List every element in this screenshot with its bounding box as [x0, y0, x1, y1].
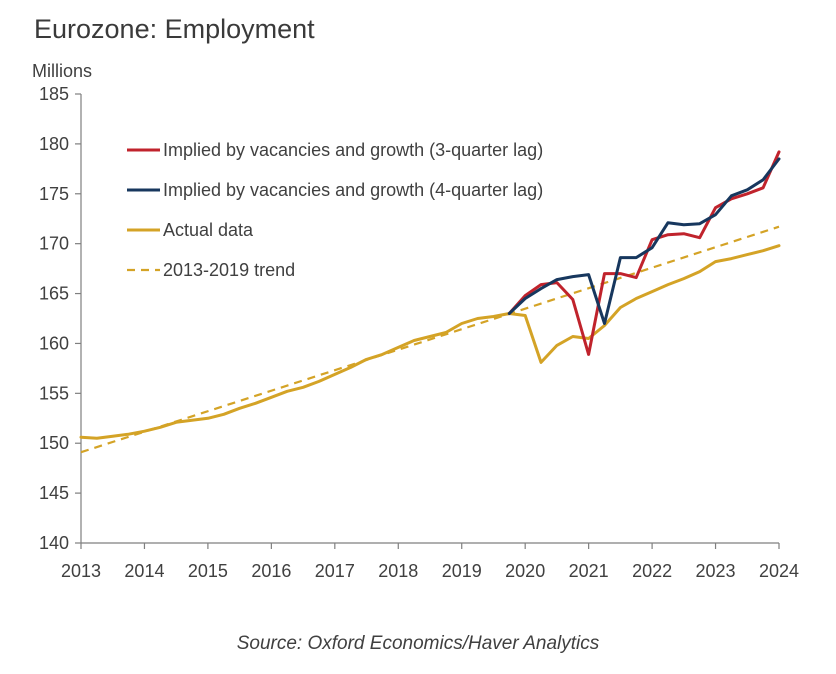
x-tick-label: 2019 — [442, 561, 482, 581]
y-tick-label: 185 — [39, 84, 69, 104]
x-tick-label: 2017 — [315, 561, 355, 581]
y-tick-label: 155 — [39, 383, 69, 403]
y-tick-label: 165 — [39, 284, 69, 304]
series-line-implied-by-vacancies-and-growth-4-quarter-lag — [507, 157, 781, 325]
source-note: Source: Oxford Economics/Haver Analytics — [236, 633, 600, 654]
y-tick-label: 160 — [39, 333, 69, 353]
legend-label-implied-by-vacancies-and-growth-3-quarter-lag: Implied by vacancies and growth (3-quart… — [163, 140, 543, 160]
series-line-2013-2019-trend — [80, 225, 780, 454]
legend-label-actual-data: Actual data — [163, 220, 254, 240]
y-tick-label: 145 — [39, 483, 69, 503]
legend: Implied by vacancies and growth (3-quart… — [127, 140, 543, 280]
x-tick-label: 2015 — [188, 561, 228, 581]
x-tick-label: 2014 — [124, 561, 164, 581]
legend-label-2013-2019-trend: 2013-2019 trend — [163, 260, 295, 280]
series-line-actual-data — [79, 244, 781, 440]
x-tick-label: 2020 — [505, 561, 545, 581]
x-tick-label: 2016 — [251, 561, 291, 581]
y-tick-label: 150 — [39, 433, 69, 453]
y-tick-label: 170 — [39, 234, 69, 254]
axes: 140 145 150 155 160 165 170 175 180 185 2013 2014 20… — [39, 84, 799, 581]
series-line-implied-by-vacancies-and-growth-3-quarter-lag — [507, 150, 781, 356]
x-tick-label: 2023 — [696, 561, 736, 581]
y-tick-label: 175 — [39, 184, 69, 204]
x-tick-label: 2018 — [378, 561, 418, 581]
y-axis-unit-label: Millions — [32, 61, 93, 81]
y-tick-label: 140 — [39, 533, 69, 553]
legend-label-implied-by-vacancies-and-growth-4-quarter-lag: Implied by vacancies and growth (4-quart… — [163, 180, 543, 200]
x-tick-label: 2013 — [61, 561, 101, 581]
x-tick-label: 2022 — [632, 561, 672, 581]
x-tick-label: 2021 — [569, 561, 609, 581]
chart-title: Eurozone: Employment — [34, 14, 315, 44]
plot-area — [79, 150, 781, 454]
y-tick-label: 180 — [39, 134, 69, 154]
x-tick-label: 2024 — [759, 561, 799, 581]
